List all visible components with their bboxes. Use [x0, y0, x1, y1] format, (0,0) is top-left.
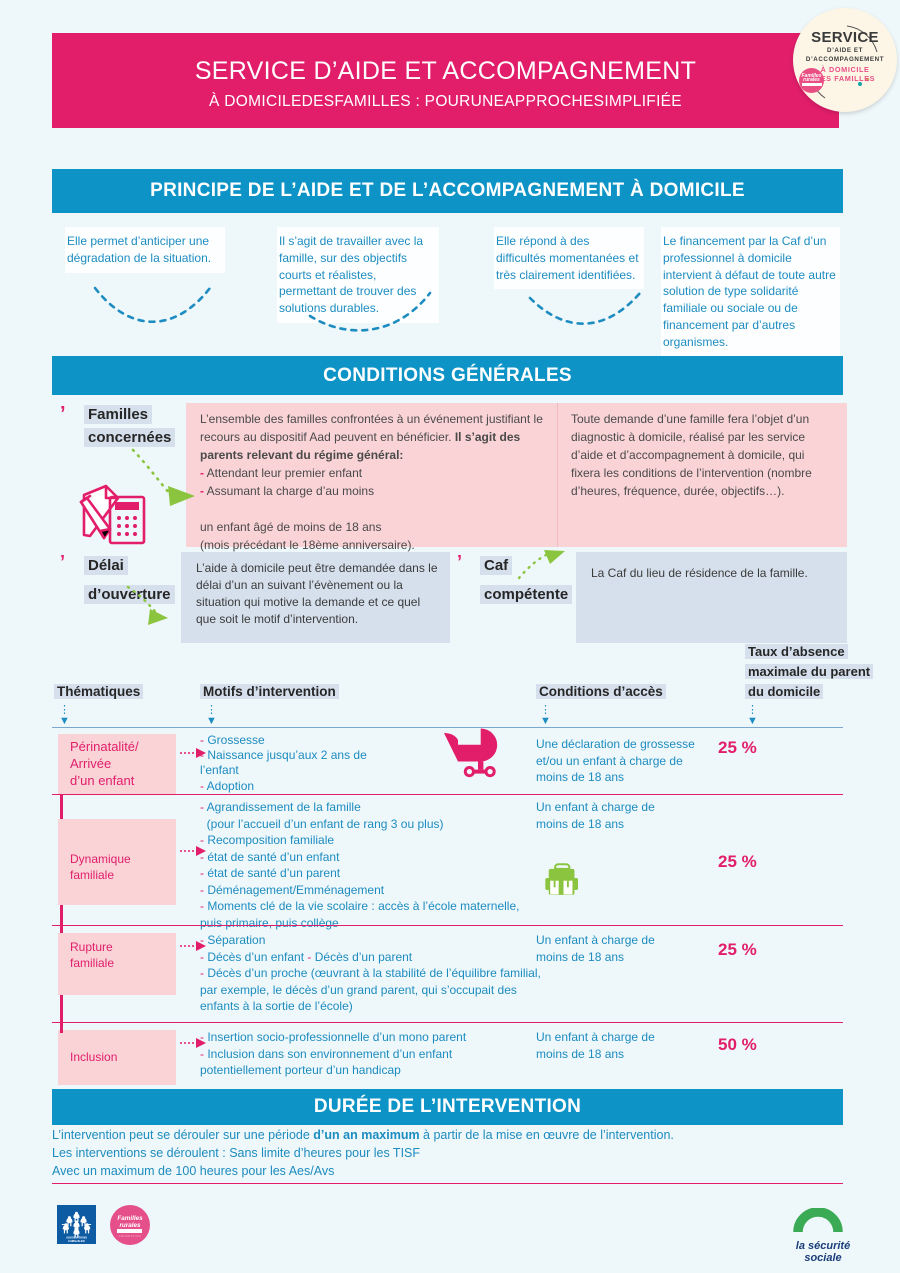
- svg-text:FAMILIALES: FAMILIALES: [68, 1239, 85, 1243]
